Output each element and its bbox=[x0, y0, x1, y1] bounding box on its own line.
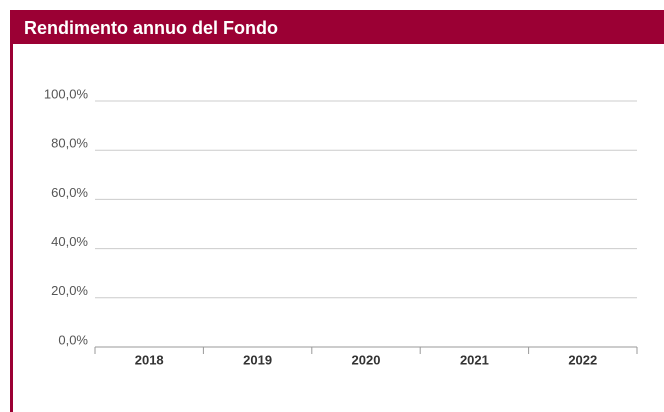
y-tick-label: 0,0% bbox=[58, 332, 88, 347]
header-bar bbox=[10, 10, 664, 44]
x-tick-label: 2022 bbox=[568, 352, 597, 367]
x-tick-label: 2019 bbox=[243, 352, 272, 367]
y-tick-label: 60,0% bbox=[51, 185, 88, 200]
x-tick-label: 2018 bbox=[135, 352, 164, 367]
y-tick-label: 40,0% bbox=[51, 234, 88, 249]
left-border bbox=[10, 44, 13, 412]
y-tick-label: 80,0% bbox=[51, 136, 88, 151]
x-tick-label: 2020 bbox=[352, 352, 381, 367]
y-tick-label: 20,0% bbox=[51, 283, 88, 298]
y-tick-label: 100,0% bbox=[44, 86, 89, 101]
chart-title: Rendimento annuo del Fondo bbox=[24, 18, 278, 38]
x-tick-label: 2021 bbox=[460, 352, 489, 367]
